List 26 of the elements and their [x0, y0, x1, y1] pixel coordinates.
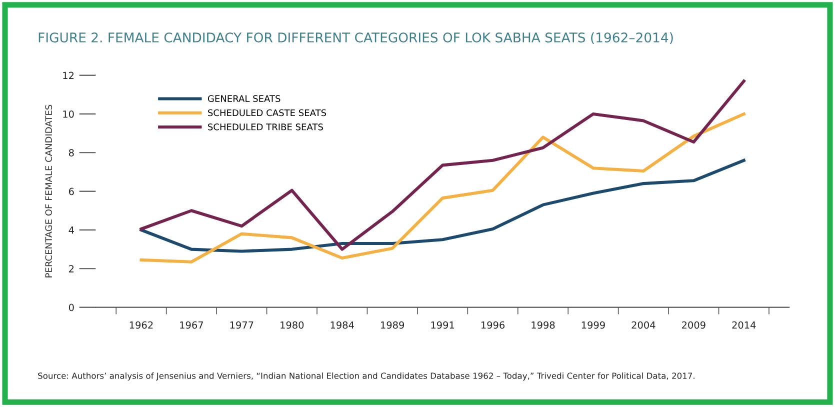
x-tick-label: 1991: [431, 321, 454, 329]
x-tick-label: 1962: [130, 321, 153, 329]
y-tick-label: 8: [68, 149, 74, 156]
x-tick-label: 1967: [180, 321, 203, 329]
y-tick-label: 12: [63, 72, 74, 79]
source-note: Source: Authors’ analysis of Jensenius and Verniers, “Indian National Election and Candidates Database 1962 – Today,” Trivedi Center for Political Data, 2017.: [38, 372, 694, 381]
x-tick-label: 1998: [532, 321, 555, 329]
y-tick-label: 4: [68, 226, 74, 234]
y-tick-label: 0: [68, 304, 74, 312]
x-tick-label: 2009: [682, 321, 706, 329]
x-tick-label: 1984: [330, 321, 354, 329]
legend-label: SCHEDULED CASTE SEATS: [208, 109, 326, 116]
x-tick-label: 2014: [732, 321, 756, 329]
x-tick-label: 1999: [582, 321, 605, 329]
y-tick-label: 10: [63, 110, 74, 118]
legend-label: SCHEDULED TRIBE SEATS: [208, 123, 323, 130]
y-axis-title: PERCENTAGE OF FEMALE CANDIDATES: [45, 104, 52, 278]
legend-label: GENERAL SEATS: [208, 95, 280, 102]
x-tick-label: 1977: [230, 321, 254, 329]
chart-title: FIGURE 2. FEMALE CANDIDACY FOR DIFFERENT CATEGORIES OF LOK SABHA SEATS (1962–2014): [38, 32, 673, 44]
y-tick-label: 2: [69, 265, 74, 272]
x-tick-label: 1989: [381, 321, 404, 329]
x-tick-label: 2004: [632, 321, 656, 329]
x-tick-label: 1996: [481, 321, 505, 329]
x-tick-label: 1980: [280, 321, 304, 329]
y-tick-label: 6: [68, 188, 74, 196]
